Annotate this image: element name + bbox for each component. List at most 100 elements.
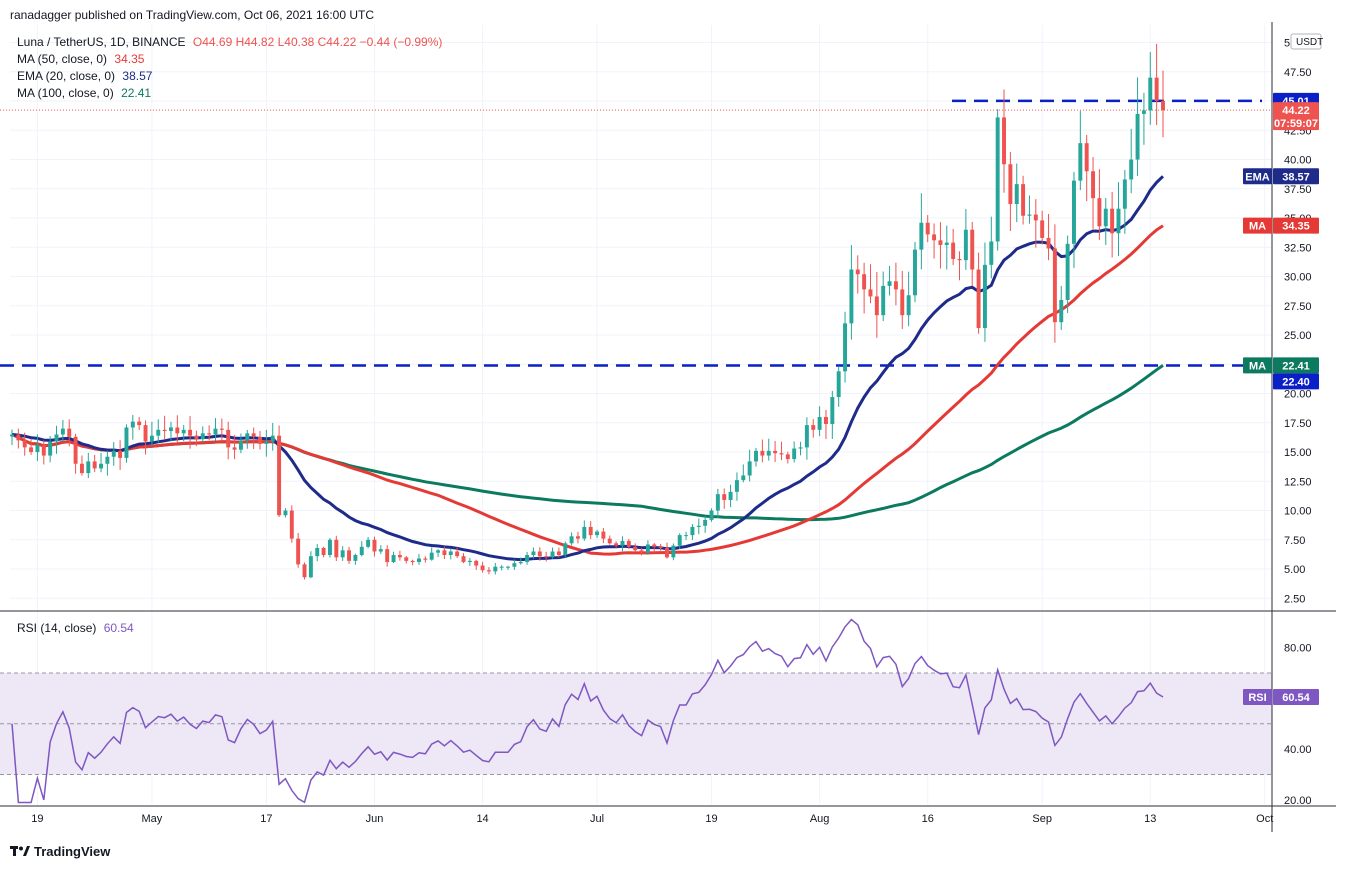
candle-body (219, 428, 224, 430)
candle-body (474, 560, 479, 566)
candle-body (73, 436, 78, 464)
candle-body (455, 551, 460, 557)
candle-body (671, 545, 676, 558)
time-tick-label: 17 (260, 813, 272, 825)
tradingview-footer[interactable]: TradingView (10, 844, 110, 859)
rsi-label: RSI (14, close) (17, 621, 97, 635)
candle-body (652, 544, 657, 547)
symbol-name[interactable]: Luna / TetherUS, 1D, BINANCE (17, 35, 186, 49)
candle-body (321, 547, 326, 556)
candle-body (423, 558, 428, 560)
candle-body (798, 447, 803, 449)
tag-ma100 (1243, 357, 1272, 374)
badge-ma50-text: 34.35 (1282, 221, 1310, 233)
candle-body (843, 323, 848, 372)
price-tick-label: 12.50 (1284, 476, 1312, 488)
candle-body (913, 249, 917, 296)
candle-body (238, 440, 243, 450)
legend-rsi[interactable]: RSI (14, close) 60.54 (17, 621, 134, 635)
candle-body (29, 447, 34, 453)
ohlc-values: O44.69 H44.82 L40.38 C44.22 −0.44 (−0.99… (192, 35, 443, 49)
candle-body (296, 538, 301, 565)
ma50-label: MA (50, close, 0) (17, 52, 108, 66)
price-tick-label: 7.50 (1284, 535, 1305, 547)
candle-body (480, 565, 485, 571)
candle-body (665, 547, 669, 558)
candle-body (614, 543, 619, 546)
candle-body (544, 556, 549, 558)
candle-body (10, 434, 14, 437)
candle-body (811, 425, 816, 430)
candle-body (232, 447, 237, 450)
legend-ma100[interactable]: MA (100, close, 0) 22.41 (17, 86, 151, 100)
candle-body (703, 519, 708, 526)
ema20-label: EMA (20, close, 0) (17, 69, 116, 83)
candle-body (569, 536, 574, 544)
candle-body (957, 259, 962, 261)
candle-body (550, 551, 555, 558)
price-tick-label: 25.00 (1284, 330, 1312, 342)
candle-body (1021, 184, 1026, 216)
candle-body (137, 421, 142, 426)
candle-body (1129, 159, 1134, 180)
grid (10, 25, 1272, 805)
candle-body (86, 461, 91, 474)
candle-body (188, 429, 193, 436)
candle-body (105, 456, 110, 464)
candle-body (1046, 237, 1051, 249)
candle-body (817, 416, 822, 430)
candle-body (525, 555, 530, 563)
candle-body (696, 525, 701, 527)
price-tick-label: 47.50 (1284, 67, 1312, 79)
candle-body (747, 461, 752, 476)
time-tick-label: Aug (810, 813, 830, 825)
candle-body (442, 550, 447, 556)
candle-body (1148, 77, 1153, 111)
badge-last-price-text: 07:59:07 (1274, 118, 1318, 130)
candle-body (207, 433, 212, 435)
candle-body (887, 281, 892, 286)
candle-body (213, 428, 218, 435)
candle-body (366, 539, 371, 547)
candle-body (175, 427, 180, 434)
candle-body (690, 526, 695, 536)
candle-body (404, 557, 409, 561)
rsi-tick-label: 40.00 (1284, 744, 1312, 756)
candle-body (792, 448, 797, 460)
badge-last-price-text: 44.22 (1282, 105, 1310, 117)
moving-average-lines (11, 175, 1165, 562)
badge-level-lower-text: 22.40 (1282, 376, 1310, 388)
candle-body (448, 551, 453, 556)
time-tick-label: 16 (922, 813, 934, 825)
legend-ma50[interactable]: MA (50, close, 0) 34.35 (17, 52, 144, 66)
candle-body (601, 531, 606, 539)
price-tick-label: 40.00 (1284, 155, 1312, 167)
candle-body (626, 540, 631, 547)
candle-body (900, 289, 905, 316)
candle-body (436, 550, 441, 553)
time-tick-label: May (142, 813, 163, 825)
candle-body (741, 475, 746, 481)
candle-body (245, 433, 250, 441)
rsi-tick-label: 20.00 (1284, 795, 1312, 807)
candle-body (830, 397, 835, 424)
candle-body (16, 434, 21, 441)
price-tick-label: 5.00 (1284, 564, 1305, 576)
candle-body (919, 222, 924, 250)
candle-body (118, 450, 123, 458)
candle-body (194, 435, 199, 440)
candle-body (1135, 113, 1140, 160)
time-tick-label: 13 (1144, 813, 1156, 825)
candle-body (754, 450, 758, 462)
candle-body (645, 544, 650, 553)
candle-body (779, 453, 784, 455)
candle-body (906, 295, 911, 316)
badge-ema-text: 38.57 (1282, 171, 1310, 183)
tradingview-brand: TradingView (34, 844, 111, 859)
legend-ema20[interactable]: EMA (20, close, 0) 38.57 (17, 69, 152, 83)
horizontal-levels (0, 99, 1272, 367)
ma100-label: MA (100, close, 0) (17, 86, 114, 100)
candle-body (1072, 180, 1076, 244)
candle-body (130, 421, 135, 428)
